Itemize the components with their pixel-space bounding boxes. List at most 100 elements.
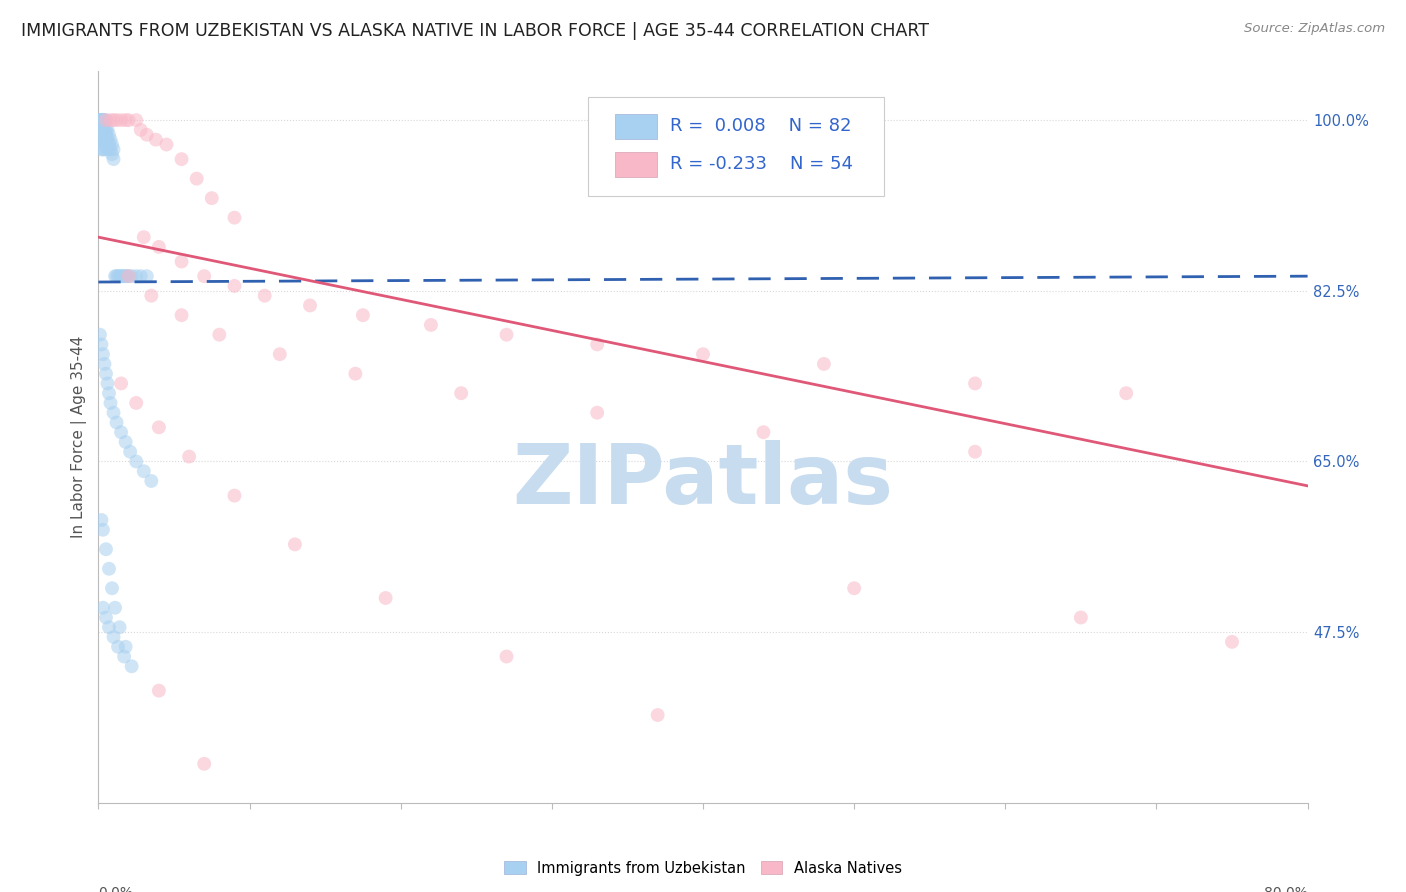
Text: IMMIGRANTS FROM UZBEKISTAN VS ALASKA NATIVE IN LABOR FORCE | AGE 35-44 CORRELATI: IMMIGRANTS FROM UZBEKISTAN VS ALASKA NAT… [21, 22, 929, 40]
Point [89, 113, 111, 128]
Point [135, 269, 157, 284]
Y-axis label: In Labor Force | Age 35-44: In Labor Force | Age 35-44 [72, 336, 87, 538]
Point [186, 171, 208, 186]
Point [105, 269, 128, 284]
Point [495, 327, 517, 342]
Point [121, 269, 143, 284]
Point [90, 123, 112, 137]
Point [91, 142, 114, 156]
Point [103, 142, 125, 156]
Point [103, 406, 125, 420]
Point [98, 137, 121, 152]
Point [103, 113, 125, 128]
Point [94, 367, 117, 381]
Point [90, 113, 112, 128]
Point [125, 454, 148, 468]
FancyBboxPatch shape [588, 97, 884, 195]
Point [129, 269, 152, 284]
Point [98, 128, 121, 142]
Point [450, 386, 472, 401]
Point [107, 269, 129, 284]
Point [94, 123, 117, 137]
Point [100, 113, 122, 128]
Point [90, 133, 112, 147]
Point [105, 416, 128, 430]
Point [93, 113, 115, 128]
Point [94, 542, 117, 557]
Point [1115, 386, 1137, 401]
Point [495, 649, 517, 664]
Point [224, 279, 246, 293]
Point [90, 337, 112, 351]
Point [94, 113, 117, 128]
Point [179, 450, 201, 464]
Point [101, 147, 124, 161]
Point [284, 537, 307, 551]
Point [108, 269, 131, 284]
Point [104, 600, 127, 615]
Point [224, 211, 246, 225]
Point [420, 318, 443, 332]
Point [91, 133, 114, 147]
Point [105, 113, 128, 128]
Point [111, 269, 134, 284]
Point [193, 269, 215, 284]
Point [100, 133, 122, 147]
Point [89, 113, 111, 128]
Point [101, 137, 124, 152]
Point [91, 523, 114, 537]
Point [170, 308, 193, 322]
Legend: Immigrants from Uzbekistan, Alaska Natives: Immigrants from Uzbekistan, Alaska Nativ… [503, 861, 903, 876]
Point [98, 386, 121, 401]
Point [100, 142, 122, 156]
Point [115, 269, 138, 284]
Point [90, 513, 112, 527]
Point [90, 113, 112, 128]
Point [148, 420, 170, 434]
Point [965, 376, 987, 391]
Point [224, 489, 246, 503]
Point [201, 191, 224, 205]
Point [91, 123, 114, 137]
Point [118, 113, 141, 128]
Point [90, 113, 112, 128]
Point [110, 269, 132, 284]
Point [91, 113, 114, 128]
Point [374, 591, 396, 605]
Point [90, 142, 112, 156]
Point [104, 269, 127, 284]
Text: 0.0%: 0.0% [98, 886, 134, 892]
Point [107, 640, 129, 654]
Point [98, 620, 121, 634]
Point [96, 133, 118, 147]
Point [208, 327, 231, 342]
Point [352, 308, 374, 322]
Point [89, 113, 111, 128]
Point [141, 288, 163, 302]
Point [96, 142, 118, 156]
Point [114, 269, 136, 284]
Point [103, 152, 125, 166]
Point [586, 406, 609, 420]
Point [100, 396, 122, 410]
Point [110, 425, 132, 440]
Point [96, 123, 118, 137]
Point [844, 581, 866, 595]
Point [647, 708, 669, 723]
Point [148, 683, 170, 698]
Point [114, 640, 136, 654]
Point [93, 123, 115, 137]
Point [1070, 610, 1092, 624]
Point [108, 620, 131, 634]
Point [121, 659, 143, 673]
Point [112, 649, 135, 664]
Point [118, 269, 141, 284]
Point [118, 269, 141, 284]
Point [193, 756, 215, 771]
Point [752, 425, 775, 440]
Point [692, 347, 714, 361]
Point [155, 137, 177, 152]
Point [89, 113, 111, 128]
Point [132, 464, 155, 478]
Text: ZIPatlas: ZIPatlas [513, 441, 893, 522]
